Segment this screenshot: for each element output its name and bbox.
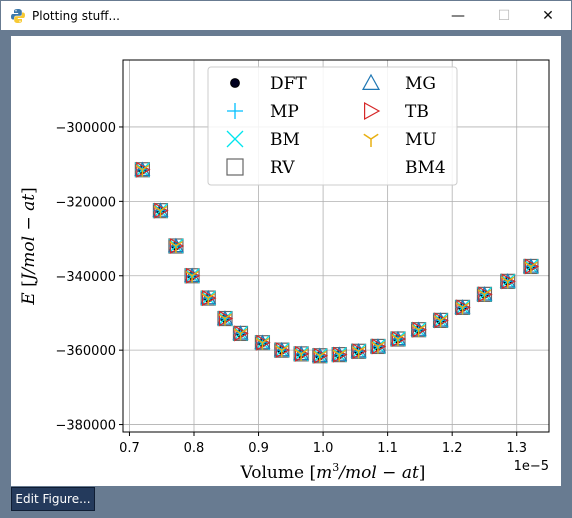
legend-item: TB	[364, 101, 429, 122]
y-axis: −300000 −320000 −340000 −360000 −380000	[55, 121, 123, 434]
data-point	[522, 258, 540, 275]
y-tick-label: −300000	[55, 121, 116, 136]
data-point	[389, 330, 407, 348]
marker-x	[226, 130, 244, 148]
marker-tri-down	[201, 293, 215, 306]
data-point	[476, 286, 493, 303]
legend: DFT MP BM RV MG TB MU BM4	[207, 66, 458, 186]
marker-tri-down	[363, 133, 379, 147]
close-icon: ✕	[542, 7, 554, 24]
marker-tri-down	[332, 349, 346, 362]
data-point	[499, 273, 516, 290]
marker-tri-down	[233, 328, 248, 341]
title-bar: Plotting stuff... — ☐ ✕	[1, 1, 571, 30]
data-point	[454, 299, 471, 316]
x-tick-label: 0.7	[119, 441, 140, 456]
data-point	[200, 289, 217, 307]
legend-label: MP	[270, 102, 299, 122]
figure-canvas[interactable]: 0.7 0.8 0.9 1.0 1.1 1.2 1.3 −300000 −320000 −340…	[11, 36, 561, 486]
data-point	[293, 345, 310, 362]
data-point	[369, 338, 387, 355]
legend-label: RV	[270, 158, 295, 178]
y-tick-label: −320000	[55, 195, 116, 210]
window-title: Plotting stuff...	[32, 8, 120, 23]
legend-label: MG	[405, 74, 436, 94]
legend-item: BM	[226, 130, 300, 150]
close-button[interactable]: ✕	[525, 1, 571, 30]
y-axis-label: E [J/mol − at]	[19, 187, 39, 305]
marker-tri-down	[411, 324, 426, 337]
data-point	[311, 347, 329, 364]
data-point	[273, 341, 291, 359]
data-point	[216, 310, 234, 327]
data-point	[432, 312, 449, 329]
data-point	[167, 237, 185, 255]
marker-tri-down	[275, 345, 289, 358]
minimize-icon: —	[451, 7, 465, 24]
marker-tri-down	[153, 205, 168, 218]
x-axis-label: Volume [m3/mol − at]	[240, 461, 426, 483]
marker-tri-down	[313, 350, 327, 363]
data-point	[350, 343, 367, 360]
python-logo-icon	[11, 8, 25, 23]
maximize-button[interactable]: ☐	[481, 1, 527, 30]
data-point	[184, 267, 201, 284]
marker-tri-down	[455, 302, 470, 315]
legend-label: DFT	[270, 74, 307, 94]
legend-item: BM4	[405, 158, 446, 178]
legend-item: MG	[361, 73, 436, 94]
marker-tri-down	[185, 270, 199, 283]
marker-triangle-right-open	[364, 101, 381, 121]
legend-label: TB	[405, 102, 429, 122]
marker-tri-down	[524, 261, 538, 274]
marker-tri-down	[500, 276, 515, 289]
data-point	[410, 321, 427, 338]
x-tick-label: 1.1	[377, 441, 398, 456]
x-offset-label: 1e−5	[514, 459, 549, 474]
data-point	[134, 161, 151, 178]
marker-plus	[227, 103, 243, 119]
marker-tri-down	[371, 341, 385, 354]
legend-label: MU	[405, 130, 437, 150]
marker-tri-down	[169, 241, 183, 253]
marker-tri-down	[294, 349, 308, 361]
data-point	[232, 325, 249, 342]
legend-item: MP	[227, 102, 299, 122]
marker-tri-down	[477, 289, 492, 302]
data-point	[152, 202, 169, 219]
legend-box	[207, 66, 458, 186]
x-tick-label: 1.2	[442, 441, 463, 456]
marker-triangle-up-open	[361, 73, 381, 90]
marker-square-open	[226, 158, 244, 176]
marker-tri-down	[135, 164, 150, 177]
marker-tri-down	[351, 346, 366, 359]
marker-circle-filled	[230, 78, 240, 88]
scatter-chart: 0.7 0.8 0.9 1.0 1.1 1.2 1.3 −300000 −320000 −340…	[19, 59, 550, 483]
legend-item: DFT	[230, 74, 307, 94]
marker-tri-down	[255, 337, 270, 350]
legend-label: BM	[270, 130, 300, 150]
marker-tri-down	[391, 334, 405, 346]
edit-figure-button[interactable]: Edit Figure...	[11, 487, 95, 511]
x-tick-label: 1.0	[313, 441, 334, 456]
x-tick-label: 0.9	[248, 441, 269, 456]
maximize-icon: ☐	[497, 7, 511, 24]
legend-label: BM4	[405, 158, 446, 178]
legend-item: MU	[363, 130, 437, 150]
x-tick-label: 0.8	[184, 441, 205, 456]
data-point	[254, 334, 271, 351]
marker-tri-down	[218, 313, 232, 326]
marker-tri-down	[433, 315, 448, 328]
x-axis: 0.7 0.8 0.9 1.0 1.1 1.2 1.3	[119, 432, 527, 456]
data-point	[331, 346, 348, 363]
y-tick-label: −380000	[55, 419, 116, 434]
data-points	[134, 161, 540, 364]
plot-area-frame	[122, 59, 550, 433]
legend-item: RV	[226, 158, 295, 178]
y-tick-label: −360000	[55, 344, 116, 359]
minimize-button[interactable]: —	[435, 1, 481, 30]
y-tick-label: −340000	[55, 270, 116, 285]
x-tick-label: 1.3	[506, 441, 527, 456]
